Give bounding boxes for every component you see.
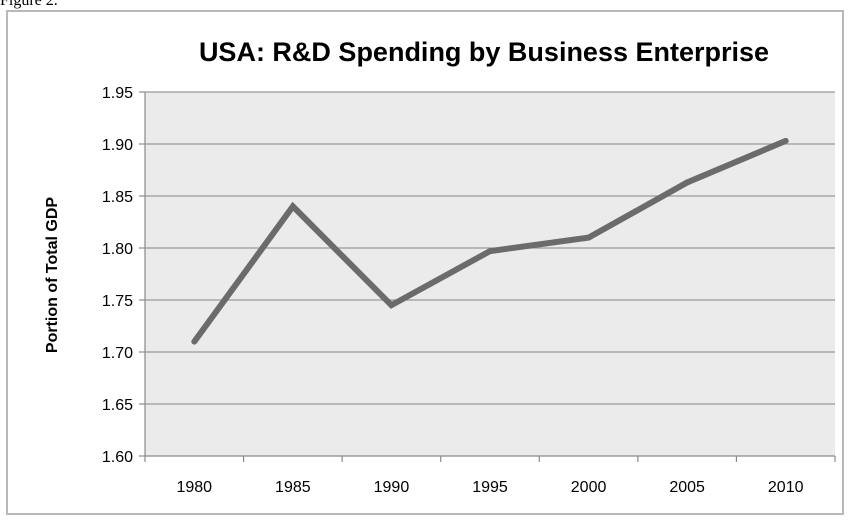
x-tick-label: 2005 (669, 479, 705, 496)
y-tick-label: 1.60 (102, 449, 133, 466)
x-tick-label: 1985 (275, 479, 311, 496)
y-tick-label: 1.90 (102, 137, 133, 154)
x-tick-label: 2010 (768, 479, 804, 496)
x-tick-label: 1980 (176, 479, 212, 496)
y-tick-label: 1.95 (102, 85, 133, 102)
x-tick-label: 1995 (472, 479, 508, 496)
y-tick-label: 1.70 (102, 345, 133, 362)
series-layer (191, 137, 789, 345)
axes (139, 91, 836, 462)
x-tick-label: 2000 (571, 479, 607, 496)
y-tick-label: 1.75 (102, 293, 133, 310)
figure-caption: Figure 2. (0, 0, 58, 9)
x-tick-label: 1990 (374, 479, 410, 496)
y-axis-label: Portion of Total GDP (44, 197, 61, 353)
y-tick-label: 1.65 (102, 397, 133, 414)
y-tick-label: 1.80 (102, 241, 133, 258)
y-tick-label: 1.85 (102, 189, 133, 206)
chart-title: USA: R&D Spending by Business Enterprise (199, 37, 769, 67)
x-tick-labels: 1980 1985 1990 1995 2000 2005 2010 (176, 479, 803, 496)
plot-area (145, 92, 835, 456)
y-tick-labels: 1.60 1.65 1.70 1.75 1.80 1.85 1.90 1.95 (102, 85, 133, 466)
gridlines (145, 91, 835, 405)
